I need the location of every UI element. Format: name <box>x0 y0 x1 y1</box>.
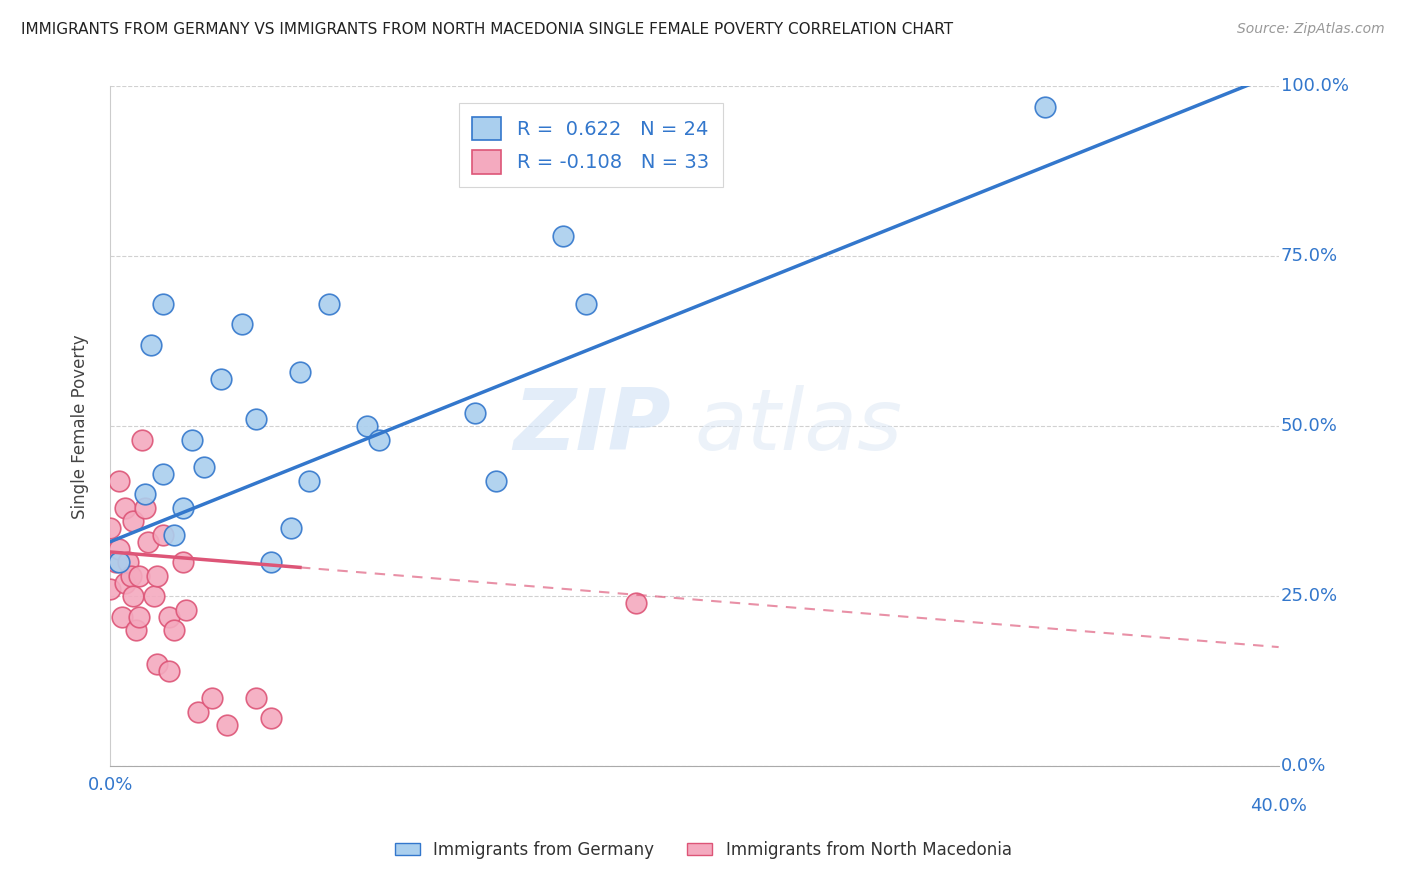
Point <box>187 705 209 719</box>
Y-axis label: Single Female Poverty: Single Female Poverty <box>72 334 89 518</box>
Text: 50.0%: 50.0% <box>1281 417 1339 435</box>
Point <box>108 474 131 488</box>
Point <box>108 555 131 569</box>
Point <box>108 541 131 556</box>
Point <box>142 589 165 603</box>
Point <box>134 487 156 501</box>
Point <box>157 664 180 678</box>
Text: 75.0%: 75.0% <box>1281 247 1339 265</box>
Point <box>152 528 174 542</box>
Point <box>172 500 194 515</box>
Point <box>260 711 283 725</box>
Point <box>125 623 148 637</box>
Text: 100.0%: 100.0% <box>1281 78 1348 95</box>
Point <box>104 555 127 569</box>
Point <box>356 419 378 434</box>
Point <box>464 406 486 420</box>
Point <box>98 521 121 535</box>
Point <box>120 568 142 582</box>
Point <box>146 657 169 671</box>
Point <box>114 500 136 515</box>
Point <box>180 433 202 447</box>
Point <box>122 589 145 603</box>
Text: ZIP: ZIP <box>513 384 671 467</box>
Point <box>288 365 311 379</box>
Text: Source: ZipAtlas.com: Source: ZipAtlas.com <box>1237 22 1385 37</box>
Point <box>193 460 215 475</box>
Point <box>245 412 267 426</box>
Legend: Immigrants from Germany, Immigrants from North Macedonia: Immigrants from Germany, Immigrants from… <box>388 835 1018 866</box>
Point <box>280 521 302 535</box>
Point <box>163 528 186 542</box>
Text: 25.0%: 25.0% <box>1281 587 1339 605</box>
Text: 0.0%: 0.0% <box>1281 757 1326 775</box>
Text: IMMIGRANTS FROM GERMANY VS IMMIGRANTS FROM NORTH MACEDONIA SINGLE FEMALE POVERTY: IMMIGRANTS FROM GERMANY VS IMMIGRANTS FR… <box>21 22 953 37</box>
Point <box>131 433 153 447</box>
Point <box>1033 100 1056 114</box>
Point <box>163 623 186 637</box>
Point <box>117 555 139 569</box>
Point <box>134 500 156 515</box>
Point <box>209 371 232 385</box>
Point <box>485 474 508 488</box>
Point <box>128 568 150 582</box>
Point <box>98 582 121 597</box>
Point <box>152 467 174 481</box>
Point <box>367 433 389 447</box>
Point <box>114 575 136 590</box>
Point <box>172 555 194 569</box>
Point <box>122 514 145 528</box>
Point <box>245 691 267 706</box>
Point <box>201 691 224 706</box>
Point <box>260 555 283 569</box>
Point <box>298 474 321 488</box>
Point <box>174 603 197 617</box>
Point <box>551 229 574 244</box>
Point <box>128 609 150 624</box>
Text: 40.0%: 40.0% <box>1250 797 1308 814</box>
Point <box>146 568 169 582</box>
Text: atlas: atlas <box>695 384 903 467</box>
Point <box>152 297 174 311</box>
Point <box>139 337 162 351</box>
Point <box>624 596 647 610</box>
Point <box>318 297 340 311</box>
Point <box>575 297 598 311</box>
Legend: R =  0.622   N = 24, R = -0.108   N = 33: R = 0.622 N = 24, R = -0.108 N = 33 <box>458 103 723 187</box>
Point <box>157 609 180 624</box>
Point <box>231 318 253 332</box>
Point <box>215 718 238 732</box>
Point <box>136 534 159 549</box>
Point <box>111 609 134 624</box>
